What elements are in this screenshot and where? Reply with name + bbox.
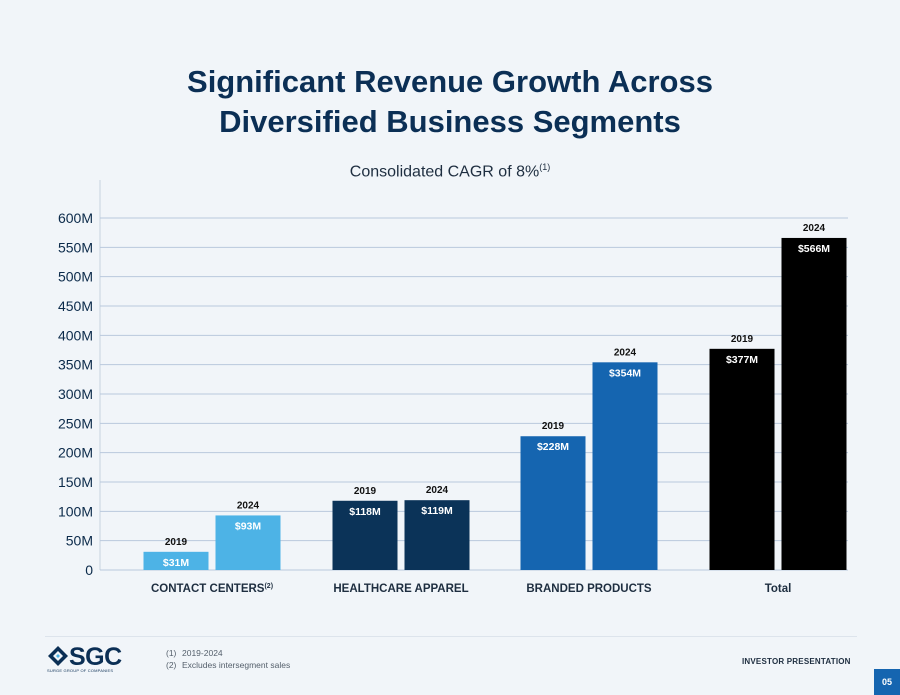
bar-value-label: $118M <box>349 506 381 518</box>
footnote-2: (2) Excludes intersegment sales <box>166 660 291 670</box>
bar-2024-1 <box>404 500 470 570</box>
y-tick-label: 450M <box>58 298 93 314</box>
y-tick-label: 200M <box>58 445 93 461</box>
bar-value-label: $354M <box>609 367 641 379</box>
bar-2019-3 <box>709 348 775 570</box>
page-number: 05 <box>874 669 900 695</box>
title-line-2: Diversified Business Segments <box>219 104 681 139</box>
bar-2019-2 <box>520 436 586 570</box>
bar-value-label: $228M <box>537 441 569 453</box>
chart-subtitle: Consolidated CAGR of 8%(1) <box>0 162 900 181</box>
bar-2019-0 <box>143 551 209 570</box>
bar-2024-2 <box>592 362 658 570</box>
logo-tagline: SURGE GROUP OF COMPANIES <box>47 668 114 673</box>
y-tick-label: 300M <box>58 386 93 402</box>
bar-year-label: 2024 <box>803 223 826 234</box>
bar-year-label: 2024 <box>237 500 260 511</box>
footnotes: (1) 2019-2024 (2) Excludes intersegment sa… <box>166 647 290 671</box>
bar-value-label: $93M <box>235 520 262 532</box>
x-category-label: BRANDED PRODUCTS <box>526 583 652 595</box>
bar-2024-0 <box>215 515 281 570</box>
x-category-label: CONTACT CENTERS(2) <box>151 583 273 595</box>
chart-title-footnote: (1) <box>539 162 551 172</box>
logo-wordmark: SGC <box>69 643 122 671</box>
y-tick-label: 600M <box>58 210 93 226</box>
sgc-logo-icon <box>48 646 68 666</box>
revenue-bar-chart: 0 50M 100M 150M 200M 250M 300M 350M 400M 450M 500M… <box>58 180 848 595</box>
bar-value-label: $119M <box>421 505 453 517</box>
bar-year-label: 2024 <box>426 485 449 496</box>
footer-label: INVESTOR PRESENTATION <box>742 657 851 666</box>
title-line-1: Significant Revenue Growth Across <box>187 64 713 99</box>
bar-value-label: $566M <box>798 243 830 255</box>
y-tick-label: 550M <box>58 239 93 255</box>
y-tick-label: 250M <box>58 415 93 431</box>
page-title: Significant Revenue Growth Across Divers… <box>0 62 900 142</box>
y-tick-label: 100M <box>58 503 93 519</box>
x-category-label: HEALTHCARE APPAREL <box>333 583 468 595</box>
bar-year-label: 2024 <box>614 347 637 358</box>
bar-year-label: 2019 <box>731 334 754 345</box>
y-tick-label: 350M <box>58 357 93 373</box>
y-tick-label: 150M <box>58 474 93 490</box>
chart-title-text: Consolidated CAGR of 8% <box>349 163 540 181</box>
bar-year-label: 2019 <box>354 486 377 497</box>
y-tick-label: 400M <box>58 327 93 343</box>
bar-year-label: 2019 <box>165 537 188 548</box>
bar-value-label: $31M <box>163 557 190 569</box>
footnote-1: (1) 2019-2024 <box>166 648 223 658</box>
company-logo: SGC SURGE GROUP OF COMPANIES <box>47 644 133 674</box>
y-tick-label: 0 <box>85 562 93 578</box>
footer-divider <box>45 636 857 637</box>
bar-value-label: $377M <box>726 354 758 366</box>
bar-2024-3 <box>781 237 847 571</box>
bar-year-label: 2019 <box>542 421 565 432</box>
y-tick-label: 50M <box>66 533 93 549</box>
y-tick-label: 500M <box>58 269 93 285</box>
x-category-label: Total <box>765 583 792 595</box>
bar-2019-1 <box>332 500 398 570</box>
